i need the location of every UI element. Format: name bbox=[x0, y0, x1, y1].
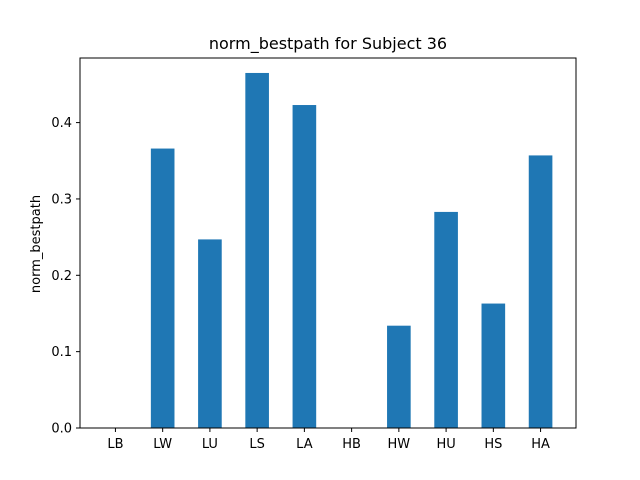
y-tick-label: 0.3 bbox=[51, 192, 72, 207]
chart-title: norm_bestpath for Subject 36 bbox=[209, 34, 447, 54]
x-tick-label: LB bbox=[107, 437, 123, 452]
y-tick-label: 0.4 bbox=[51, 116, 72, 131]
plot-frame bbox=[79, 57, 577, 429]
x-tick-label: LW bbox=[153, 437, 172, 452]
y-axis-ticks: 0.0 0.1 0.2 0.3 0.4 bbox=[51, 116, 80, 437]
x-tick-label: HA bbox=[531, 437, 550, 452]
y-tick-label: 0.2 bbox=[51, 269, 72, 284]
y-tick-label: 0.1 bbox=[51, 345, 72, 360]
x-tick-label: HS bbox=[484, 437, 502, 452]
x-axis-ticks: LB LW LU LS LA HB HW HU HS HA bbox=[107, 428, 550, 452]
bars bbox=[150, 72, 553, 429]
x-tick-label: LU bbox=[202, 437, 218, 452]
x-tick-label: HB bbox=[342, 437, 361, 452]
bar-lu bbox=[198, 239, 222, 428]
bar-ha bbox=[528, 155, 553, 429]
bar-ls bbox=[245, 72, 269, 429]
bar-la bbox=[292, 105, 317, 428]
y-axis-title: norm_bestpath bbox=[29, 195, 44, 293]
bar-hw bbox=[387, 325, 411, 428]
x-tick-label: LA bbox=[296, 437, 313, 452]
x-tick-label: LS bbox=[249, 437, 265, 452]
x-tick-label: HW bbox=[388, 437, 411, 452]
y-tick-label: 0.0 bbox=[51, 422, 72, 437]
bar-hu bbox=[434, 211, 458, 428]
bar-lw bbox=[150, 148, 175, 429]
bar-hs bbox=[481, 303, 506, 428]
x-tick-label: HU bbox=[436, 437, 455, 452]
